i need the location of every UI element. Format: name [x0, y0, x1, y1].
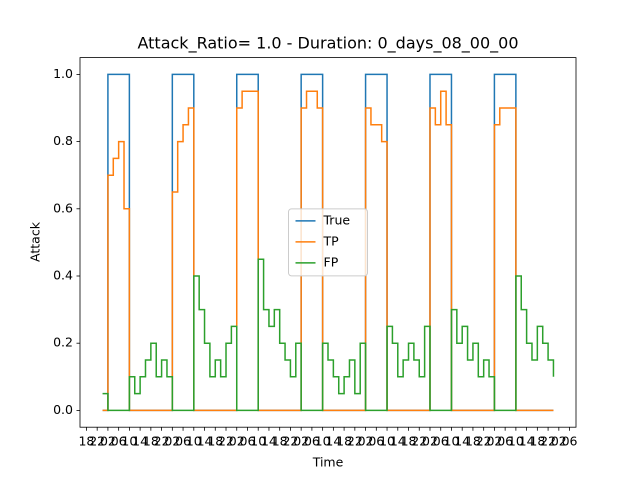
x-tick-label: 02: [551, 434, 567, 449]
axes-frame: [79, 57, 577, 428]
x-tick-label: 06: [175, 434, 191, 449]
x-tick-label: 10: [250, 434, 266, 449]
x-tick-label: 06: [497, 434, 513, 449]
x-tick-label: 22: [218, 434, 234, 449]
x-tick-label: 02: [358, 434, 374, 449]
legend-label: TP: [323, 233, 340, 248]
x-tick-label: 22: [411, 434, 427, 449]
y-axis-label: Attack: [28, 221, 43, 262]
x-tick-label: 10: [315, 434, 331, 449]
data-line: [102, 258, 555, 412]
x-tick-label: 10: [379, 434, 395, 449]
x-tick-label: 22: [282, 434, 298, 449]
y-tick-label: 0.4: [53, 268, 73, 283]
x-tick-label: 18: [465, 434, 481, 449]
x-tick-label: 02: [422, 434, 438, 449]
x-tick-label: 18: [336, 434, 352, 449]
legend-label: FP: [324, 254, 339, 269]
y-tick-label: 0.8: [53, 133, 73, 148]
x-axis-label: Time: [312, 455, 344, 470]
x-tick-label: 18: [78, 434, 94, 449]
x-tick-label: 18: [143, 434, 159, 449]
x-tick-label: 14: [325, 434, 341, 449]
x-tick-label: 02: [293, 434, 309, 449]
x-tick-label: 06: [111, 434, 127, 449]
x-tick-label: 22: [476, 434, 492, 449]
x-tick-label: 02: [229, 434, 245, 449]
y-tick-label: 0.0: [53, 402, 73, 417]
x-tick-label: 14: [454, 434, 470, 449]
x-tick-label: 06: [304, 434, 320, 449]
x-tick-label: 02: [486, 434, 502, 449]
x-tick-label: 22: [89, 434, 105, 449]
x-tick-label: 22: [347, 434, 363, 449]
legend-frame: [288, 208, 368, 277]
chart-title: Attack_Ratio= 1.0 - Duration: 0_days_08_…: [137, 34, 518, 54]
x-tick-label: 18: [401, 434, 417, 449]
x-tick-label: 14: [261, 434, 277, 449]
x-tick-label: 18: [207, 434, 223, 449]
x-tick-label: 14: [132, 434, 148, 449]
data-line: [102, 90, 554, 412]
x-tick-label: 10: [121, 434, 137, 449]
x-tick-label: 14: [519, 434, 535, 449]
legend: True TP FP: [288, 208, 368, 277]
x-tick-label: 18: [272, 434, 288, 449]
x-tick-label: 22: [540, 434, 556, 449]
x-tick-label: 10: [186, 434, 202, 449]
x-tick-label: 10: [444, 434, 460, 449]
x-tick-label: 02: [164, 434, 180, 449]
x-tick-label: 22: [154, 434, 170, 449]
x-tick-label: 10: [508, 434, 524, 449]
x-tick-label: 06: [240, 434, 256, 449]
x-tick-label: 14: [197, 434, 213, 449]
x-tick-label: 06: [368, 434, 384, 449]
x-tick-label: 02: [100, 434, 116, 449]
x-tick-label: 06: [562, 434, 578, 449]
x-tick-label: 18: [529, 434, 545, 449]
x-tick-label: 14: [390, 434, 406, 449]
plot-area: [102, 73, 555, 412]
y-tick-label: 0.2: [53, 335, 73, 350]
y-tick-label: 1.0: [53, 66, 73, 81]
x-tick-label: 06: [433, 434, 449, 449]
legend-label: True: [323, 212, 351, 227]
y-tick-label: 0.6: [53, 200, 73, 215]
